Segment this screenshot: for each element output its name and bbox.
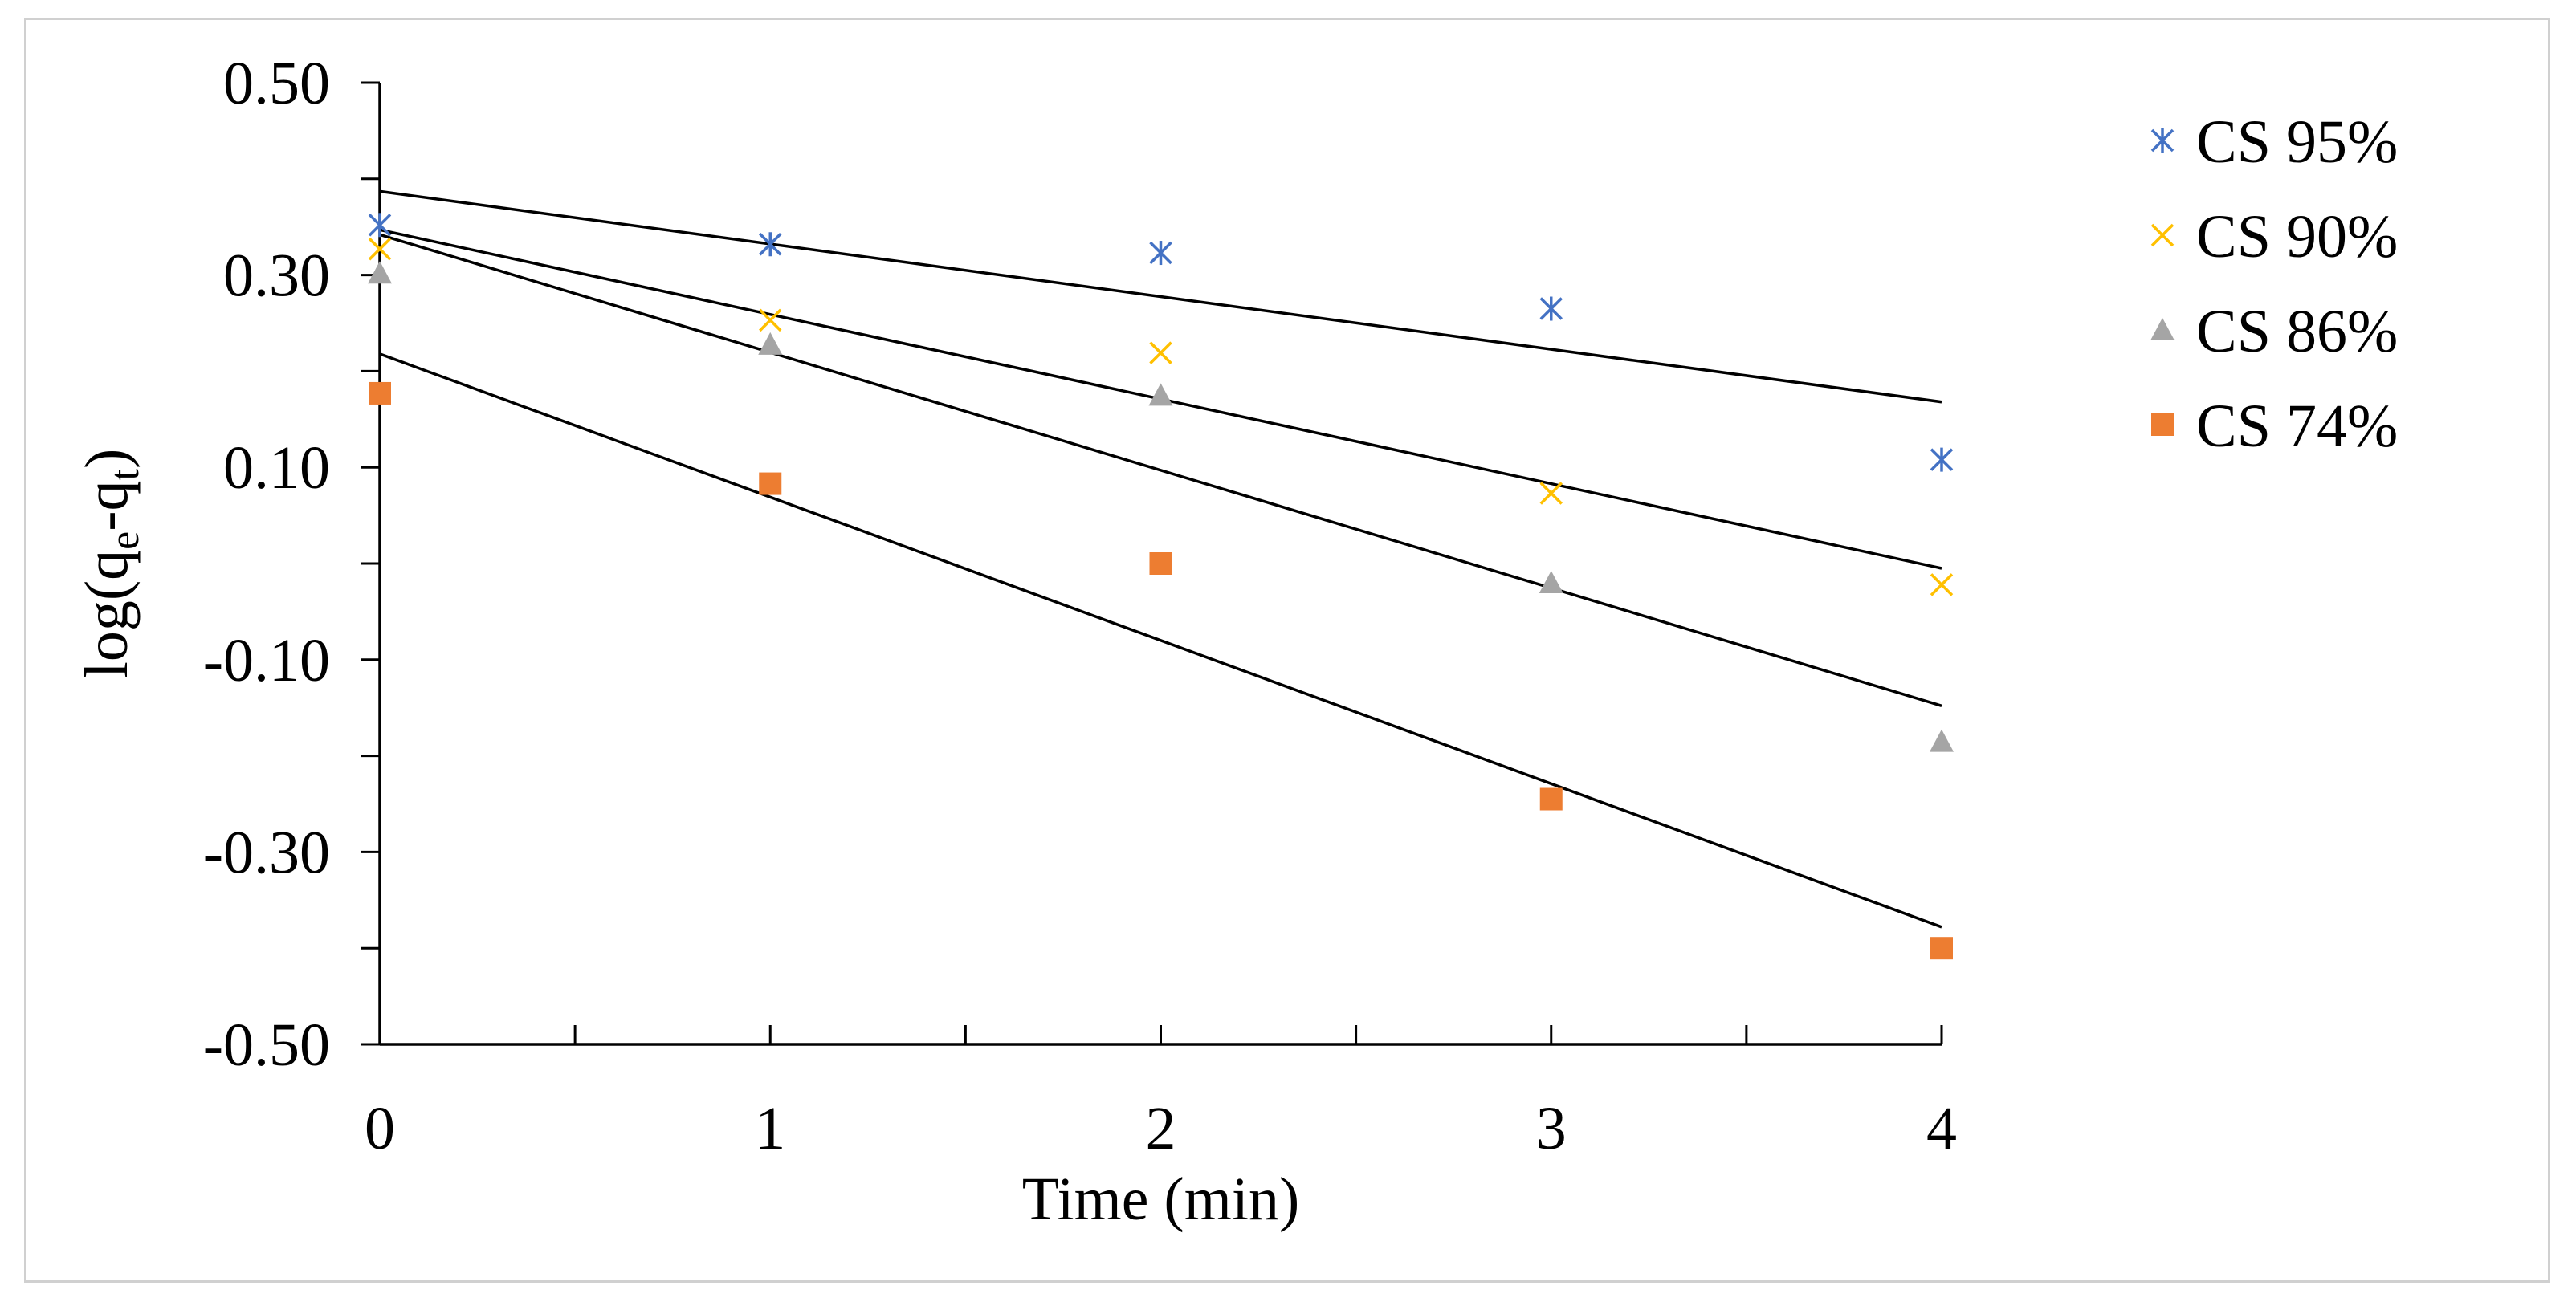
- data-point-series-1: [1149, 241, 1172, 266]
- y-axis-title-end: ): [73, 449, 141, 469]
- marker-shape: [369, 381, 391, 405]
- y-tick-label: 0.30: [223, 242, 330, 310]
- legend: CS 95% CS 90% CS 86% CS 74%: [2150, 108, 2398, 460]
- legend-marker: [2150, 128, 2175, 153]
- marker-stroke: [1149, 341, 1172, 364]
- data-point-series-2: [1539, 482, 1563, 505]
- y-tick-label: 0.50: [223, 50, 330, 117]
- legend-label: CS 86%: [2196, 298, 2398, 365]
- data-point-series-4: [1149, 552, 1172, 575]
- legend-marker: [2151, 413, 2174, 436]
- marker-stroke: [2150, 223, 2175, 247]
- marker-stroke: [759, 308, 782, 332]
- trendline-3: [379, 233, 1942, 707]
- y-axis-title-base: log(q: [73, 550, 141, 678]
- marker-stroke: [368, 238, 392, 261]
- data-points: [368, 213, 1954, 960]
- y-axis-title-mid: -q: [73, 480, 141, 531]
- x-tick-label: 1: [755, 1095, 785, 1162]
- y-tick-label: -0.10: [203, 627, 330, 694]
- marker-shape: [1539, 570, 1563, 593]
- legend-marker: [2150, 223, 2175, 247]
- legend-item: CS 86%: [2150, 298, 2398, 365]
- data-point-series-1: [1539, 296, 1563, 321]
- legend-item: CS 95%: [2150, 108, 2398, 176]
- data-point-series-3: [368, 261, 392, 284]
- marker-shape: [2151, 413, 2174, 436]
- x-tick-label: 2: [1146, 1095, 1176, 1162]
- x-tick-label: 3: [1536, 1095, 1567, 1162]
- data-point-series-3: [1148, 383, 1173, 406]
- data-point-series-2: [1930, 573, 1954, 596]
- marker-stroke: [1930, 573, 1954, 596]
- trendline-4: [379, 352, 1942, 929]
- marker-stroke: [1539, 482, 1563, 505]
- data-point-series-2: [759, 308, 782, 332]
- x-axis-title: Time (min): [1022, 1166, 1300, 1233]
- legend-marker: [2150, 318, 2175, 340]
- y-axis-title: log(qe-qt): [73, 449, 148, 679]
- data-point-series-3: [1930, 729, 1954, 752]
- legend-label: CS 95%: [2196, 108, 2398, 176]
- y-tick-label: -0.30: [203, 819, 330, 886]
- x-tick-label: 0: [365, 1095, 395, 1162]
- trendline-1: [379, 189, 1942, 404]
- data-point-series-4: [759, 472, 782, 495]
- chart-frame: 0.50 0.30 0.10 -0.10 -0.30 -0.50 0 1 2 3 4 Time (m…: [24, 18, 2550, 1283]
- data-point-series-2: [1149, 341, 1172, 364]
- axes: [361, 81, 1943, 1046]
- data-point-series-4: [1539, 787, 1563, 811]
- marker-shape: [1930, 937, 1953, 960]
- tick-labels: 0.50 0.30 0.10 -0.10 -0.30 -0.50 0 1 2 3 4: [203, 50, 1957, 1162]
- legend-item: CS 74%: [2151, 393, 2398, 460]
- marker-shape: [1149, 552, 1172, 575]
- data-point-series-3: [1539, 570, 1563, 593]
- data-point-series-3: [758, 332, 783, 355]
- data-point-series-4: [1930, 937, 1953, 960]
- marker-shape: [1148, 383, 1173, 406]
- y-tick-label: 0.10: [223, 434, 330, 502]
- marker-shape: [368, 261, 392, 284]
- y-tick-label: -0.50: [203, 1011, 330, 1079]
- data-point-series-4: [369, 381, 391, 405]
- legend-item: CS 90%: [2150, 203, 2398, 271]
- marker-shape: [758, 332, 783, 355]
- data-point-series-2: [368, 238, 392, 261]
- marker-shape: [1539, 787, 1563, 811]
- data-point-series-1: [1930, 447, 1954, 472]
- chart-svg: 0.50 0.30 0.10 -0.10 -0.30 -0.50 0 1 2 3 4 Time (m…: [73, 50, 2398, 1233]
- data-point-series-1: [368, 213, 392, 238]
- legend-label: CS 74%: [2196, 393, 2398, 460]
- y-axis-title-sub-t: t: [102, 468, 148, 480]
- x-tick-label: 4: [1926, 1095, 1957, 1162]
- marker-shape: [759, 472, 782, 495]
- marker-shape: [2150, 318, 2175, 340]
- legend-label: CS 90%: [2196, 203, 2398, 271]
- data-point-series-1: [759, 232, 782, 257]
- y-axis-title-sub-e: e: [102, 531, 148, 550]
- marker-shape: [1930, 729, 1954, 752]
